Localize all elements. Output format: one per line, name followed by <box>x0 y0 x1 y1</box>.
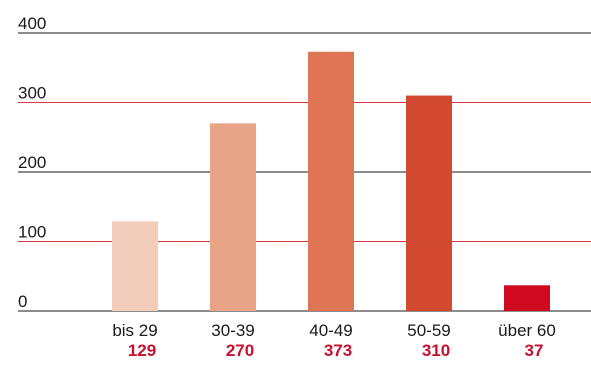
gridlines <box>18 32 591 312</box>
value-label-1: 129 <box>128 341 156 360</box>
value-label-3: 373 <box>324 341 352 360</box>
category-label-5: über 60 <box>498 321 556 340</box>
bar-1 <box>112 221 158 311</box>
category-label-2: 30-39 <box>211 321 254 340</box>
y-tick-label-300: 300 <box>18 84 46 103</box>
y-tick-label-100: 100 <box>18 223 46 242</box>
category-label-4: 50-59 <box>407 321 450 340</box>
bar-4 <box>406 95 452 311</box>
bars <box>112 51 550 311</box>
y-tick-label-0: 0 <box>18 292 27 311</box>
y-tick-label-400: 400 <box>18 14 46 33</box>
y-axis-tick-labels: 0 100 200 300 400 <box>18 14 46 311</box>
category-label-3: 40-49 <box>309 321 352 340</box>
value-label-2: 270 <box>226 341 254 360</box>
value-labels: 129 270 373 310 37 <box>128 341 544 360</box>
value-label-5: 37 <box>525 341 544 360</box>
bar-3 <box>308 51 354 311</box>
category-label-1: bis 29 <box>112 321 157 340</box>
bar-2 <box>210 123 256 311</box>
bar-5 <box>504 285 550 311</box>
value-label-4: 310 <box>422 341 450 360</box>
category-labels: bis 29 30-39 40-49 50-59 über 60 <box>112 321 556 340</box>
y-tick-label-200: 200 <box>18 153 46 172</box>
